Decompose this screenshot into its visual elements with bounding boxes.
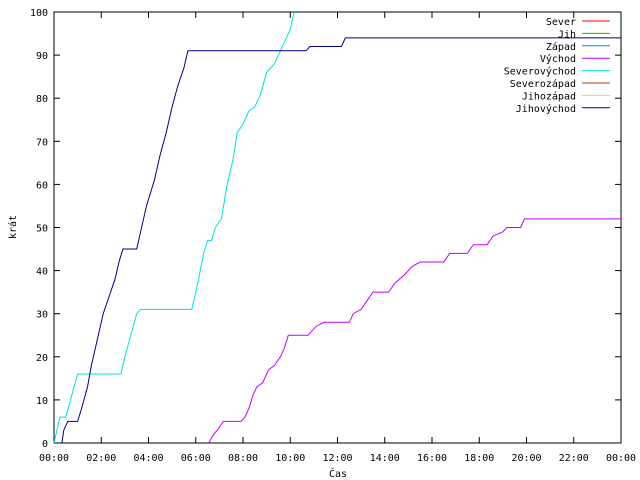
x-tick-label: 22:00 <box>559 453 589 464</box>
y-tick-label: 0 <box>42 439 48 450</box>
legend-label: Severovýchod <box>504 66 576 78</box>
series-line-8 <box>61 37 621 444</box>
legend-label: Jihovýchod <box>516 103 576 115</box>
y-tick-label: 90 <box>36 51 48 62</box>
series-line-5 <box>53 11 295 444</box>
legend-label: Severozápad <box>510 78 576 90</box>
x-tick-label: 04:00 <box>133 453 163 464</box>
x-tick-label: 00:00 <box>606 453 636 464</box>
y-tick-label: 40 <box>36 267 48 278</box>
y-tick-label: 100 <box>30 8 48 19</box>
x-tick-label: 16:00 <box>417 453 447 464</box>
y-tick-label: 30 <box>36 310 48 321</box>
x-tick-label: 20:00 <box>511 453 541 464</box>
axis-ticks <box>53 11 622 444</box>
legend-label: Západ <box>546 41 576 53</box>
legend-label: Sever <box>546 17 576 28</box>
y-tick-label: 10 <box>36 396 48 407</box>
series-line-4 <box>208 218 621 444</box>
y-tick-label: 20 <box>36 353 48 364</box>
y-tick-label: 80 <box>36 94 48 105</box>
y-tick-label: 50 <box>36 224 48 235</box>
legend-label: Jih <box>558 29 576 40</box>
x-tick-label: 18:00 <box>464 453 494 464</box>
x-tick-label: 06:00 <box>181 453 211 464</box>
x-tick-label: 12:00 <box>322 453 352 464</box>
x-tick-label: 10:00 <box>275 453 305 464</box>
legend-label: Jihozápad <box>522 90 576 102</box>
y-tick-label: 70 <box>36 137 48 148</box>
series-lines <box>53 11 621 444</box>
legend-label: Východ <box>540 53 576 65</box>
x-tick-label: 02:00 <box>86 453 116 464</box>
x-axis-title: Čas <box>329 467 347 480</box>
legend: SeverJihZápadVýchodSeverovýchodSeverozáp… <box>504 17 610 115</box>
y-axis-title: krát <box>7 215 19 239</box>
y-tick-label: 60 <box>36 180 48 191</box>
x-tick-label: 00:00 <box>39 453 69 464</box>
x-tick-label: 14:00 <box>370 453 400 464</box>
x-tick-label: 08:00 <box>228 453 258 464</box>
axis-tick-labels: 0 10 20 30 40 50 60 70 80 90 100 00:00 02:00 04:00 06:… <box>30 8 636 464</box>
